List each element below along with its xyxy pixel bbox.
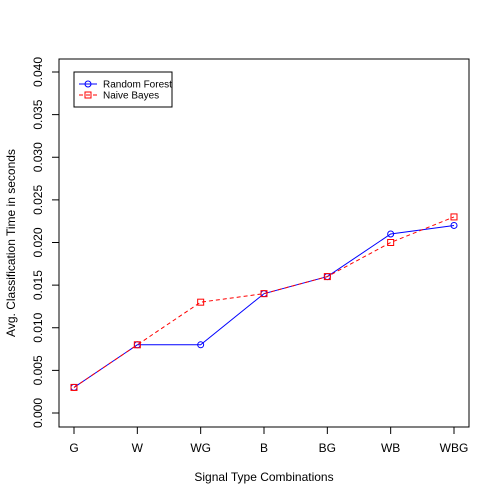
legend-box xyxy=(73,71,173,108)
y-tick-label: 0.040 xyxy=(31,57,45,87)
x-tick-label: WB xyxy=(381,441,400,455)
y-tick-label: 0.010 xyxy=(31,312,45,342)
x-tick-label: WBG xyxy=(440,441,469,455)
random-forest-line xyxy=(73,224,455,388)
random-forest-point xyxy=(450,221,458,229)
x-tick-label: W xyxy=(132,441,144,455)
naive-bayes-point xyxy=(197,298,205,306)
naive-bayes-point xyxy=(450,213,458,221)
naive-bayes-point xyxy=(323,273,331,281)
legend-naive-bayes-label: Naive Bayes xyxy=(103,91,159,102)
x-tick-label: WG xyxy=(190,441,211,455)
naive-bayes-line xyxy=(73,216,455,388)
y-tick-label: 0.020 xyxy=(31,227,45,257)
random-forest-point xyxy=(197,341,205,349)
random-forest-point xyxy=(387,230,395,238)
y-axis-title: Avg. Classification Time in seconds xyxy=(4,149,18,337)
legend-random-forest-marker xyxy=(84,80,92,88)
x-axis-title: Signal Type Combinations xyxy=(194,470,333,484)
x-tick-label: B xyxy=(260,441,268,455)
y-axis: 0.000 0.005 0.010 0.015 0.020 0.025 0.030 0.035… xyxy=(31,57,60,428)
y-tick-label: 0.035 xyxy=(31,99,45,129)
y-tick-label: 0.005 xyxy=(31,355,45,385)
naive-bayes-point xyxy=(387,239,395,246)
x-tick-label: BG xyxy=(319,441,336,455)
x-axis: G W WG B BG WB WBG xyxy=(69,426,469,455)
series-layer xyxy=(70,213,458,391)
x-tick-label: G xyxy=(69,441,78,455)
y-tick-label: 0.030 xyxy=(31,142,45,172)
plot-frame xyxy=(58,58,470,428)
naive-bayes-point xyxy=(70,383,78,391)
y-tick-label: 0.025 xyxy=(31,185,45,215)
legend-naive-bayes-marker xyxy=(84,91,92,99)
legend-random-forest-label: Random Forest xyxy=(103,80,172,91)
naive-bayes-point xyxy=(133,341,141,349)
y-tick-label: 0.015 xyxy=(31,270,45,300)
y-tick-label: 0.000 xyxy=(31,398,45,428)
naive-bayes-point xyxy=(260,290,268,298)
